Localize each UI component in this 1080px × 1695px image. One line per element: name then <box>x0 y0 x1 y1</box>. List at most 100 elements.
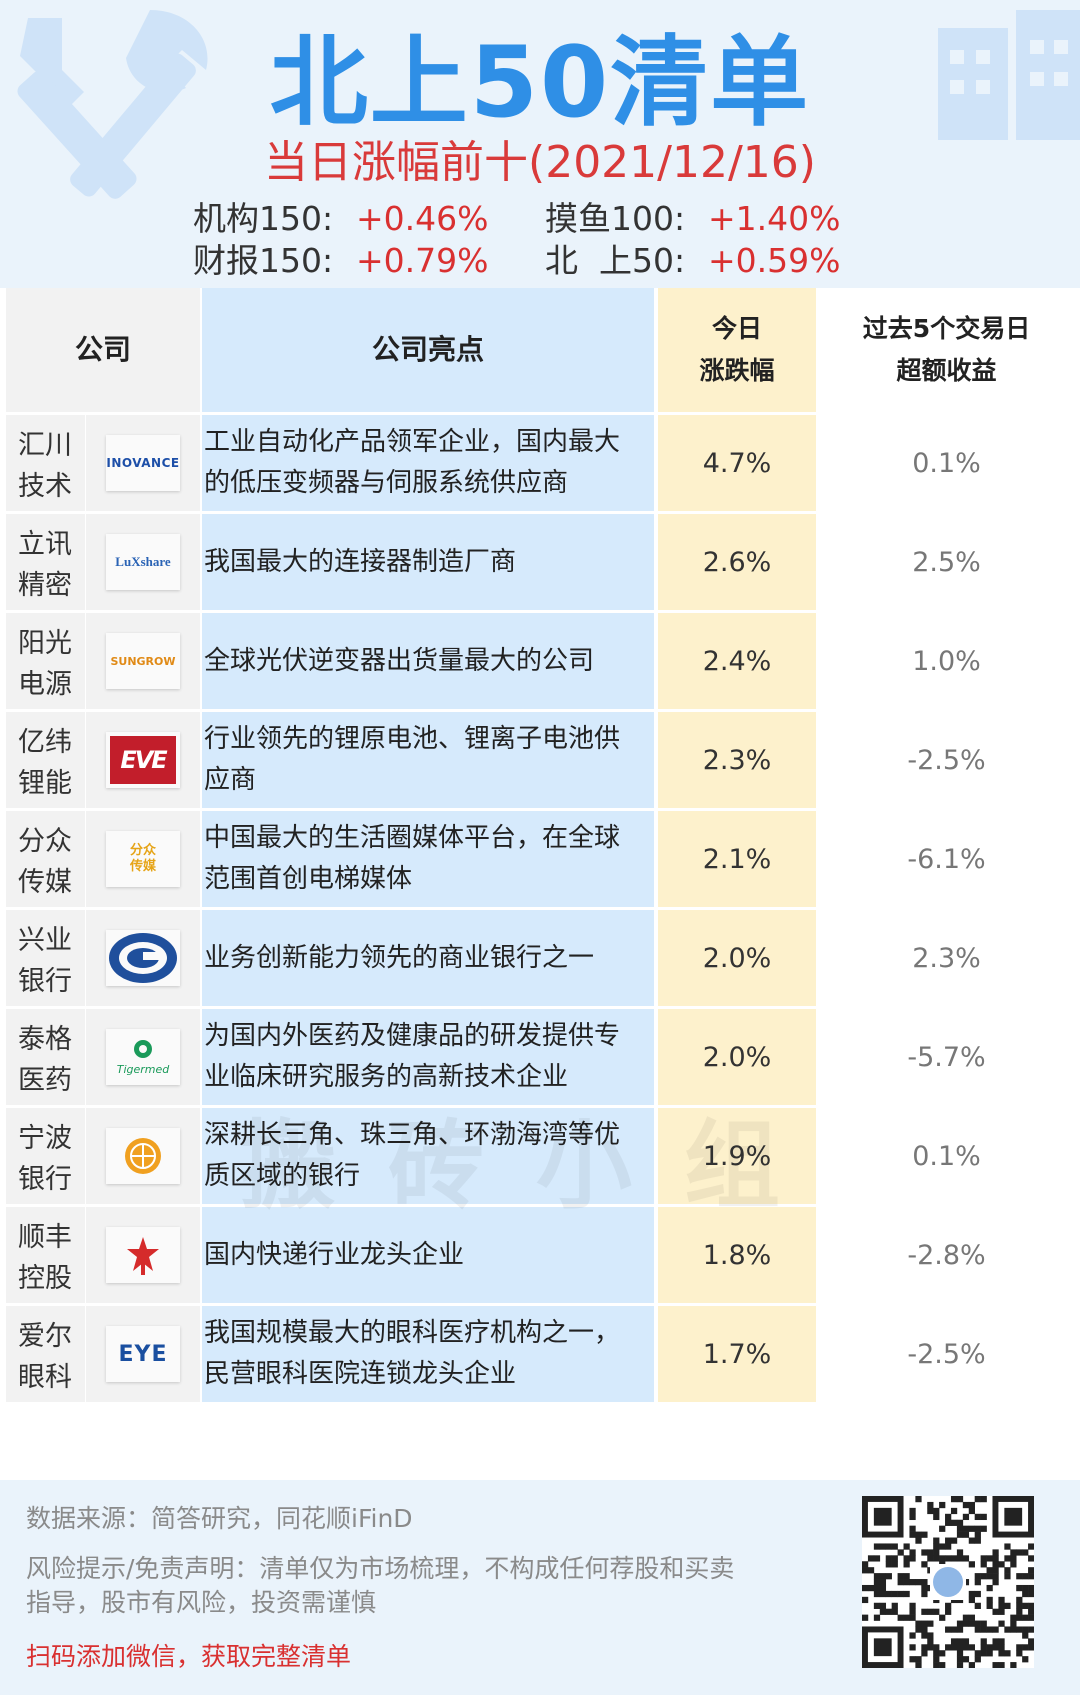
company-logo-cell <box>86 910 200 1006</box>
company-name-line: 亿纬 <box>18 727 72 758</box>
highlight-line: 业务创新能力领先的商业银行之一 <box>204 942 595 973</box>
qr-code-icon[interactable] <box>862 1496 1034 1668</box>
sf-holding-logo <box>106 1227 180 1283</box>
company-name-line: 兴业 <box>18 925 72 956</box>
luxshare-logo: LuXshare <box>106 534 180 590</box>
risk-line: 风险提示/免责声明：清单仅为市场梳理，不构成任何荐股和买卖 <box>26 1554 735 1583</box>
company-name-line: 宁波 <box>18 1123 72 1154</box>
company-name-line: 银行 <box>18 1164 72 1195</box>
company-name-line: 控股 <box>18 1263 72 1294</box>
highlight-line: 为国内外医药及健康品的研发提供专 <box>204 1021 621 1051</box>
header-highlight: 公司亮点 <box>202 288 654 412</box>
index-moyu100: 摸鱼100: +1.40% <box>545 198 840 240</box>
company-name: 亿纬 锂能 <box>6 712 85 808</box>
index-value: +0.46% <box>356 199 489 238</box>
company-name-line: 精密 <box>18 570 72 601</box>
highlight-line: 工业自动化产品领军企业，国内最大 <box>204 427 621 457</box>
company-name-line: 立讯 <box>18 529 72 560</box>
focus-media-logo: 分众传媒 <box>106 831 180 887</box>
company-name: 泰格 医药 <box>6 1009 85 1105</box>
today-change: 1.9% <box>658 1108 816 1204</box>
company-name: 顺丰 控股 <box>6 1207 85 1303</box>
excess-return: -2.5% <box>819 712 1074 808</box>
company-highlight: 为国内外医药及健康品的研发提供专 业临床研究服务的高新技术企业 <box>202 1009 654 1105</box>
page-title: 北上50清单 <box>269 26 811 140</box>
excess-return: 2.3% <box>819 910 1074 1006</box>
company-name-line: 爱尔 <box>18 1321 72 1352</box>
highlight-line: 民营眼科医院连锁龙头企业 <box>204 1359 517 1389</box>
risk-line: 指导，股市有风险，投资需谨慎 <box>26 1588 377 1617</box>
index-beishang50: 北 上50: +0.59% <box>545 240 840 282</box>
logo-text: SUNGROW <box>110 654 176 668</box>
excess-return: -6.1% <box>819 811 1074 907</box>
company-name-line: 阳光 <box>18 628 72 659</box>
highlight-line: 全球光伏逆变器出货量最大的公司 <box>204 645 595 676</box>
company-name-line: 顺丰 <box>18 1222 72 1253</box>
highlight-line: 质区域的银行 <box>204 1161 361 1191</box>
excess-return: -2.5% <box>819 1306 1074 1402</box>
company-highlight: 深耕长三角、珠三角、环渤海湾等优 质区域的银行 <box>202 1108 654 1204</box>
company-name: 分众 传媒 <box>6 811 85 907</box>
company-highlight: 我国最大的连接器制造厂商 <box>202 514 654 610</box>
company-highlight: 我国规模最大的眼科医疗机构之一， 民营眼科医院连锁龙头企业 <box>202 1306 654 1402</box>
header-excess-line2: 超额收益 <box>896 356 997 385</box>
company-highlight: 工业自动化产品领军企业，国内最大 的低压变频器与伺服系统供应商 <box>202 415 654 511</box>
index-jigou150: 机构150: +0.46% <box>193 198 488 240</box>
excess-return: 0.1% <box>819 1108 1074 1204</box>
today-change: 2.0% <box>658 910 816 1006</box>
tigermed-logo: Tigermed <box>106 1029 180 1085</box>
highlight-line: 国内快递行业龙头企业 <box>204 1239 465 1270</box>
header-excess-line1: 过去5个交易日 <box>862 314 1031 343</box>
industrial-bank-logo <box>106 930 180 986</box>
header-excess-return: 过去5个交易日 超额收益 <box>819 288 1074 412</box>
highlight-line: 我国最大的连接器制造厂商 <box>204 546 517 577</box>
excess-return: 0.1% <box>819 415 1074 511</box>
highlight-line: 我国规模最大的眼科医疗机构之一， <box>204 1318 621 1348</box>
logo-text: LuXshare <box>115 554 171 569</box>
today-change: 2.0% <box>658 1009 816 1105</box>
company-name-line: 传媒 <box>18 867 72 898</box>
index-label: 摸鱼100: <box>545 199 686 238</box>
today-change: 1.8% <box>658 1207 816 1303</box>
excess-return: 1.0% <box>819 613 1074 709</box>
company-name-line: 电源 <box>18 669 72 700</box>
company-highlight: 全球光伏逆变器出货量最大的公司 <box>202 613 654 709</box>
page-subtitle: 当日涨幅前十(2021/12/16) <box>264 137 816 188</box>
logo-text: EYE <box>118 1341 168 1367</box>
company-name-line: 分众 <box>18 826 72 857</box>
footer: 数据来源：简答研究，同花顺iFinD 风险提示/免责声明：清单仅为市场梳理，不构… <box>0 1480 1080 1695</box>
company-name: 汇川 技术 <box>6 415 85 511</box>
header-today-line2: 涨跌幅 <box>699 356 775 385</box>
excess-return: -5.7% <box>819 1009 1074 1105</box>
company-name-line: 医药 <box>18 1065 72 1096</box>
company-name-line: 银行 <box>18 966 72 997</box>
today-change: 1.7% <box>658 1306 816 1402</box>
index-caibao150: 财报150: +0.79% <box>193 240 488 282</box>
highlight-line: 应商 <box>204 765 257 795</box>
excess-return: 2.5% <box>819 514 1074 610</box>
company-logo-cell <box>86 1108 200 1204</box>
index-value: +1.40% <box>708 199 841 238</box>
highlight-line: 业临床研究服务的高新技术企业 <box>204 1062 569 1092</box>
company-logo-cell: EYE <box>86 1306 200 1402</box>
company-name-line: 锂能 <box>18 768 72 799</box>
highlight-line: 中国最大的生活圈媒体平台，在全球 <box>204 823 621 853</box>
company-name: 立讯 精密 <box>6 514 85 610</box>
company-logo-cell: 分众传媒 <box>86 811 200 907</box>
company-logo-cell <box>86 1207 200 1303</box>
inovance-logo: INOVANCE <box>106 435 180 491</box>
today-change: 2.6% <box>658 514 816 610</box>
company-name: 宁波 银行 <box>6 1108 85 1204</box>
excess-return: -2.8% <box>819 1207 1074 1303</box>
index-label: 机构150: <box>193 199 334 238</box>
company-highlight: 行业领先的锂原电池、锂离子电池供 应商 <box>202 712 654 808</box>
aier-eye-logo: EYE <box>106 1326 180 1382</box>
logo-text: EVE <box>120 746 167 774</box>
company-name: 兴业 银行 <box>6 910 85 1006</box>
company-name: 阳光 电源 <box>6 613 85 709</box>
today-change: 4.7% <box>658 415 816 511</box>
company-name: 爱尔 眼科 <box>6 1306 85 1402</box>
today-change: 2.1% <box>658 811 816 907</box>
stock-table: 公司 公司亮点 今日 涨跌幅 过去5个交易日 超额收益 汇川 技术 INOVANCE… <box>0 288 1080 1480</box>
company-name-line: 泰格 <box>18 1024 72 1055</box>
